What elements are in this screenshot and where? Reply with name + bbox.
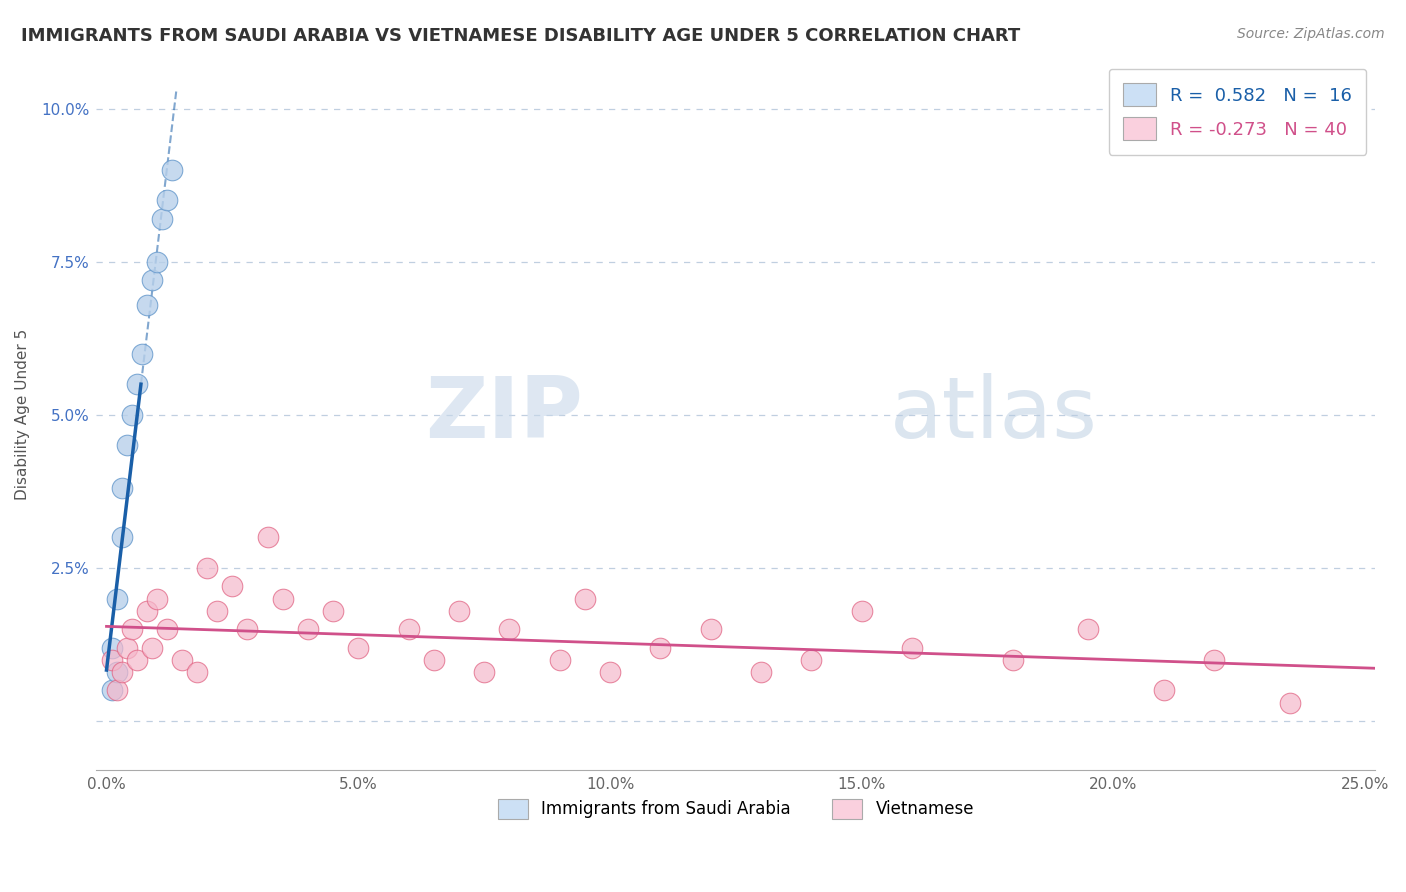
Point: [141, 273, 163, 287]
Point: [256, 530, 278, 544]
Point: [156, 194, 179, 208]
Point: [271, 591, 294, 606]
Point: [297, 622, 319, 636]
Point: [105, 591, 128, 606]
Point: [146, 254, 169, 268]
Point: [125, 653, 148, 667]
Point: [100, 683, 122, 698]
Point: [1153, 683, 1175, 698]
Point: [125, 377, 148, 392]
Point: [100, 640, 122, 655]
Point: [170, 653, 193, 667]
Point: [115, 438, 138, 452]
Point: [186, 665, 208, 679]
Point: [347, 640, 370, 655]
Point: [1077, 622, 1099, 636]
Point: [1204, 653, 1226, 667]
Point: [131, 346, 153, 360]
Point: [1278, 696, 1301, 710]
Point: [110, 530, 132, 544]
Point: [322, 604, 344, 618]
Text: Source: ZipAtlas.com: Source: ZipAtlas.com: [1237, 27, 1385, 41]
Point: [800, 653, 823, 667]
Point: [100, 653, 122, 667]
Point: [110, 481, 132, 495]
Point: [574, 591, 596, 606]
Point: [121, 408, 143, 422]
Point: [150, 211, 173, 226]
Point: [160, 162, 183, 177]
Point: [135, 297, 157, 311]
Point: [115, 640, 138, 655]
Point: [749, 665, 772, 679]
Point: [207, 604, 229, 618]
Point: [700, 622, 723, 636]
Point: [650, 640, 672, 655]
Text: ZIP: ZIP: [425, 373, 582, 457]
Point: [548, 653, 571, 667]
Text: atlas: atlas: [890, 373, 1098, 457]
Point: [851, 604, 873, 618]
Point: [195, 561, 218, 575]
Point: [599, 665, 621, 679]
Text: IMMIGRANTS FROM SAUDI ARABIA VS VIETNAMESE DISABILITY AGE UNDER 5 CORRELATION CH: IMMIGRANTS FROM SAUDI ARABIA VS VIETNAME…: [21, 27, 1021, 45]
Point: [236, 622, 259, 636]
Point: [141, 640, 163, 655]
Point: [121, 622, 143, 636]
Legend: Immigrants from Saudi Arabia, Vietnamese: Immigrants from Saudi Arabia, Vietnamese: [491, 792, 981, 826]
Point: [398, 622, 420, 636]
Point: [423, 653, 446, 667]
Point: [1001, 653, 1024, 667]
Point: [498, 622, 520, 636]
Point: [221, 579, 243, 593]
Point: [110, 665, 132, 679]
Point: [447, 604, 470, 618]
Point: [105, 683, 128, 698]
Point: [146, 591, 169, 606]
Y-axis label: Disability Age Under 5: Disability Age Under 5: [15, 329, 30, 500]
Point: [472, 665, 495, 679]
Point: [105, 665, 128, 679]
Point: [901, 640, 924, 655]
Point: [156, 622, 179, 636]
Point: [135, 604, 157, 618]
